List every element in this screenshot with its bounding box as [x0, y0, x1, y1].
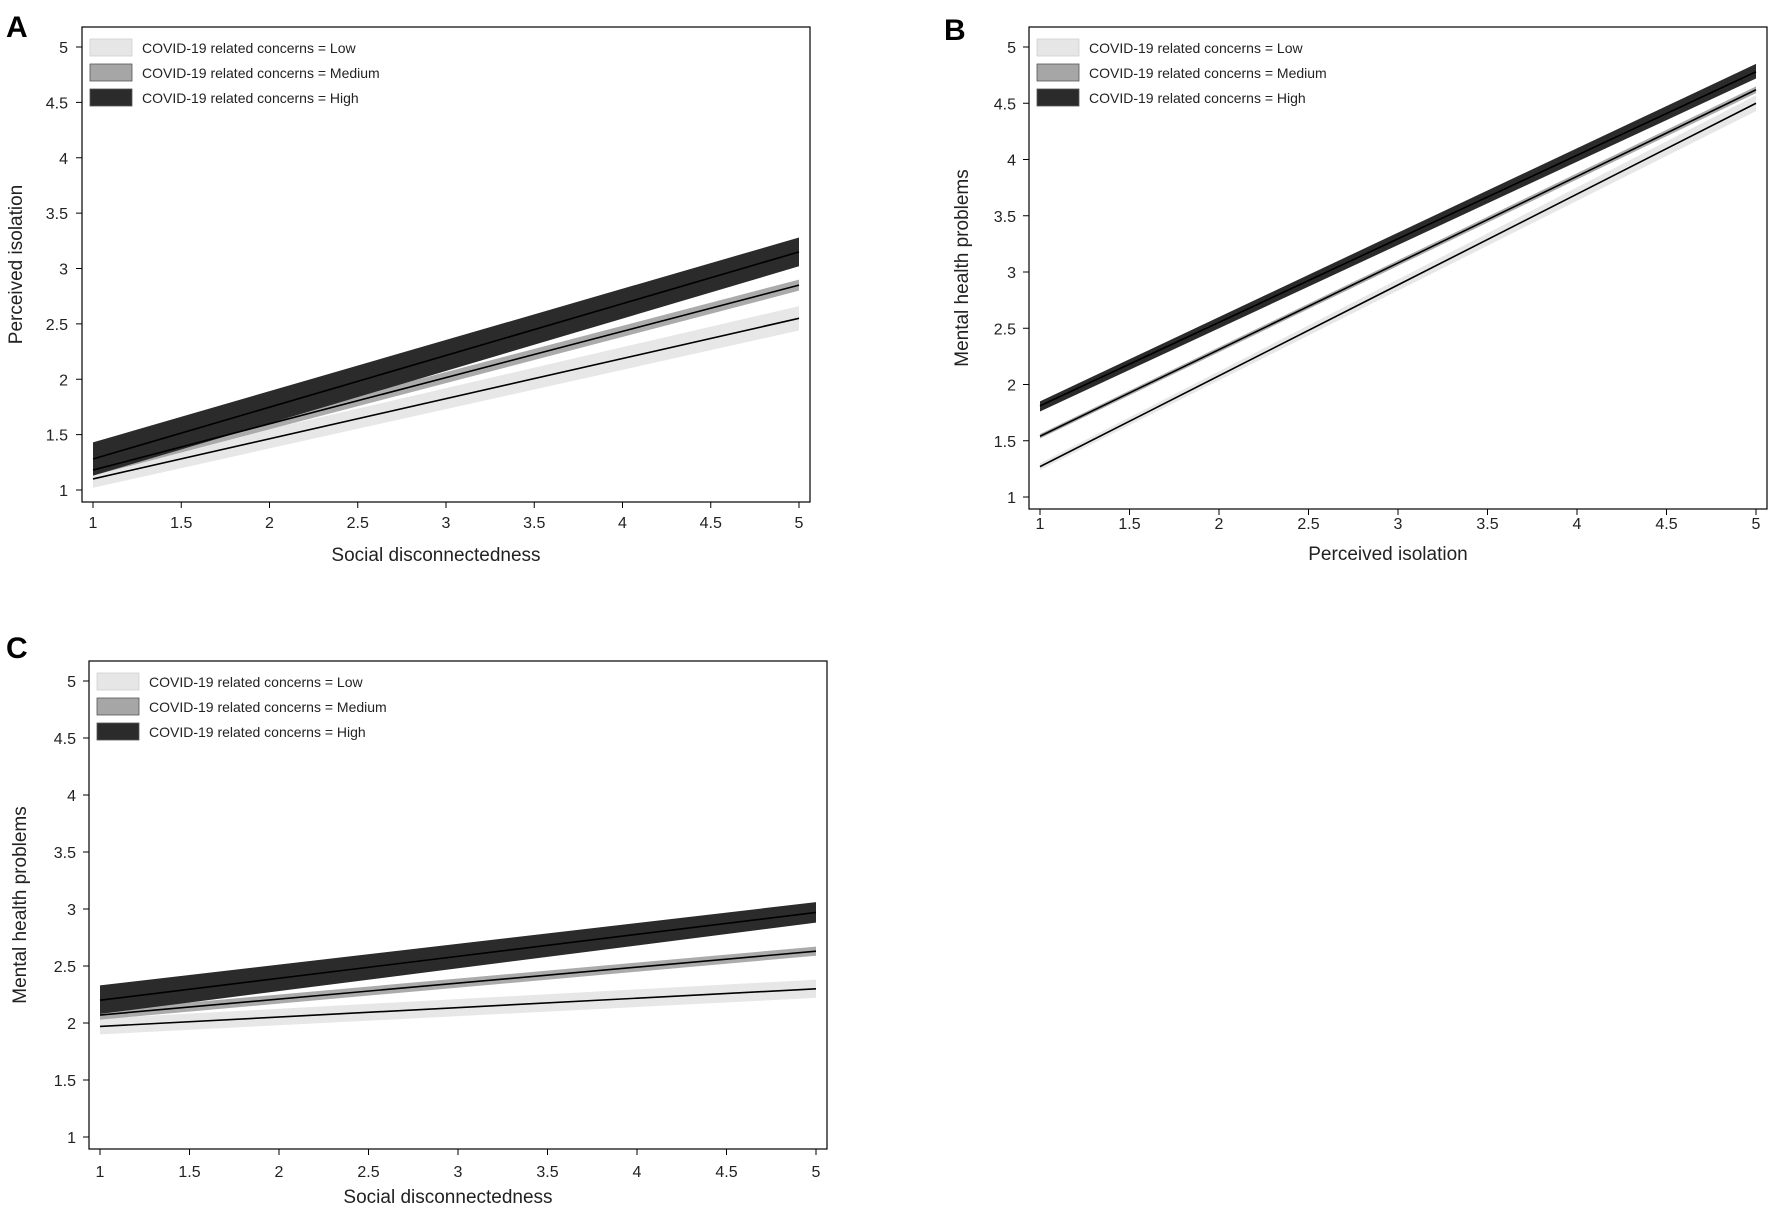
panel-a-legend-label-low: COVID-19 related concerns = Low [142, 40, 356, 56]
panel-a-low-fitted-line [92, 317, 800, 480]
panel-b-y-tick-label: 3.5 [994, 209, 1016, 226]
panel-a-legend-swatch-high [89, 88, 133, 107]
panel-a-x-tick-label: 1.5 [170, 515, 192, 532]
panel-b-x-tick-label: 2.5 [1297, 516, 1319, 533]
panel-b-high-confidence-band [1040, 63, 1756, 412]
panel-c-y-tick-label: 3 [67, 902, 76, 919]
panel-a-x-tick-label: 3 [442, 515, 451, 532]
panel-c-y-tick-label: 5 [67, 674, 76, 691]
panel-b-x-tick-label: 2 [1215, 516, 1224, 533]
panel-a-y-tick-label: 1.5 [46, 428, 68, 445]
panel-c-x-tick-label: 4 [633, 1164, 642, 1181]
panel-a-x-tick-label: 2.5 [347, 515, 369, 532]
panel-b-low-confidence-band [1040, 95, 1756, 470]
panel-c-y-tick-label: 3.5 [54, 845, 76, 862]
panel-a-x-tick-label: 4 [618, 515, 627, 532]
panel-a-y-tick-label: 2 [59, 372, 68, 389]
panel-b-y-tick-label: 1 [1007, 490, 1016, 507]
panel-a-y-tick-label: 4.5 [46, 95, 68, 112]
panel-b-x-tick-label: 3 [1394, 516, 1403, 533]
panel-c-high-confidence-band [100, 902, 816, 1014]
panel-a-y-tick-label: 2.5 [46, 317, 68, 334]
panel-a-y-tick-label: 3 [59, 262, 68, 279]
panel-b-low-fitted-line [1039, 102, 1757, 468]
panel-c-x-tick-label: 2.5 [357, 1164, 379, 1181]
panel-a-y-tick-label: 4 [59, 151, 68, 168]
panel-b-x-tick-label: 4 [1573, 516, 1582, 533]
panel-c-high-fitted-line [99, 911, 817, 1001]
panel-a-x-tick-label: 1 [89, 515, 98, 532]
panel-b-legend-label-low: COVID-19 related concerns = Low [1089, 40, 1303, 56]
panel-c-legend-label-low: COVID-19 related concerns = Low [149, 674, 363, 690]
panel-a-y-tick-label: 3.5 [46, 206, 68, 223]
panel-b-y-tick-label: 4 [1007, 153, 1016, 170]
panel-a-medium-fitted-line [92, 284, 800, 471]
panel-c-x-tick-label: 1.5 [178, 1164, 200, 1181]
panel-a-x-tick-label: 4.5 [700, 515, 722, 532]
panel-b-y-tick-label: 3 [1007, 265, 1016, 282]
panel-c-legend-swatch-high [96, 722, 140, 741]
panel-a-high-fitted-line [92, 251, 800, 460]
panel-b-letter: B [944, 14, 966, 47]
panel-b-y-axis-label: Mental health problems [952, 169, 973, 367]
panel-c-legend-swatch-low [96, 672, 140, 691]
panel-b-x-tick-label: 5 [1752, 516, 1761, 533]
panel-a-high-confidence-band [93, 237, 799, 476]
panel-b-x-tick-label: 1.5 [1118, 516, 1140, 533]
panel-b-medium-fitted-line [1039, 89, 1757, 437]
panel-b-legend-label-high: COVID-19 related concerns = High [1089, 90, 1306, 106]
panel-c-x-tick-label: 3.5 [536, 1164, 558, 1181]
panel-b-high-fitted-line [1039, 71, 1757, 407]
panel-b-x-tick-label: 3.5 [1476, 516, 1498, 533]
panel-a-x-axis-label: Social disconnectedness [331, 545, 540, 566]
panel-b-x-axis-label: Perceived isolation [1308, 544, 1467, 565]
panel-c-medium-fitted-line [99, 950, 817, 1016]
panel-b-y-tick-label: 1.5 [994, 434, 1016, 451]
panel-c-x-tick-label: 2 [275, 1164, 284, 1181]
panel-c-x-tick-label: 3 [454, 1164, 463, 1181]
panel-a-x-tick-label: 5 [795, 515, 804, 532]
panel-c-y-tick-label: 4.5 [54, 731, 76, 748]
panel-a-x-tick-label: 2 [265, 515, 274, 532]
panel-c-y-tick-label: 1.5 [54, 1073, 76, 1090]
panel-b-chart: 1 1.5 2 2.5 3 3.5 4 4.5 5 1 1.5 2 2.5 3 3.5 4 4.5 5 Percei… [952, 26, 1768, 565]
panel-c-y-tick-label: 2 [67, 1016, 76, 1033]
panel-a-legend-label-high: COVID-19 related concerns = High [142, 90, 359, 106]
panel-c-letter: C [6, 632, 28, 665]
panel-c-y-axis-label: Mental health problems [10, 806, 31, 1004]
panel-b-legend-swatch-high [1036, 88, 1080, 107]
panel-a-y-tick-label: 5 [59, 40, 68, 57]
panel-b-y-tick-label: 5 [1007, 40, 1016, 57]
panel-b-x-tick-label: 1 [1036, 516, 1045, 533]
panel-a-y-axis-label: Perceived isolation [6, 185, 27, 344]
panel-c-x-tick-label: 1 [96, 1164, 105, 1181]
panel-c-y-tick-label: 2.5 [54, 959, 76, 976]
panel-b-x-tick-label: 4.5 [1655, 516, 1677, 533]
panel-a-letter: A [6, 11, 28, 44]
panel-c-low-fitted-line [99, 988, 817, 1028]
panel-c-y-tick-label: 4 [67, 788, 76, 805]
panel-c-chart: 1 1.5 2 2.5 3 3.5 4 4.5 5 1 1.5 2 2.5 3 3.5 4 4.5 5 Social… [10, 660, 828, 1208]
panel-a-x-tick-label: 3.5 [523, 515, 545, 532]
panel-c-y-tick-label: 1 [67, 1130, 76, 1147]
panel-b-legend-swatch-medium [1036, 63, 1080, 82]
panel-a-legend-swatch-medium [89, 63, 133, 82]
panel-b-legend-label-medium: COVID-19 related concerns = Medium [1089, 65, 1327, 81]
panel-a-low-confidence-band [93, 306, 799, 488]
panel-a-chart: 1 1.5 2 2.5 3 3.5 4 4.5 5 1 1.5 2 2.5 3 3.5 4 4.5 5 Social… [6, 26, 811, 566]
panel-a-legend-label-medium: COVID-19 related concerns = Medium [142, 65, 380, 81]
panel-b-y-tick-label: 4.5 [994, 96, 1016, 113]
panel-b-y-tick-label: 2 [1007, 378, 1016, 395]
panel-c-legend-label-medium: COVID-19 related concerns = Medium [149, 699, 387, 715]
panel-c-x-axis-label: Social disconnectedness [343, 1187, 552, 1208]
panel-c-legend-swatch-medium [96, 697, 140, 716]
panel-c-x-tick-label: 5 [812, 1164, 821, 1181]
panel-b-legend-swatch-low [1036, 38, 1080, 57]
panel-a-legend-swatch-low [89, 38, 133, 57]
panel-c-legend-label-high: COVID-19 related concerns = High [149, 724, 366, 740]
panel-c-x-tick-label: 4.5 [715, 1164, 737, 1181]
panel-b-y-tick-label: 2.5 [994, 321, 1016, 338]
panel-a-y-tick-label: 1 [59, 483, 68, 500]
